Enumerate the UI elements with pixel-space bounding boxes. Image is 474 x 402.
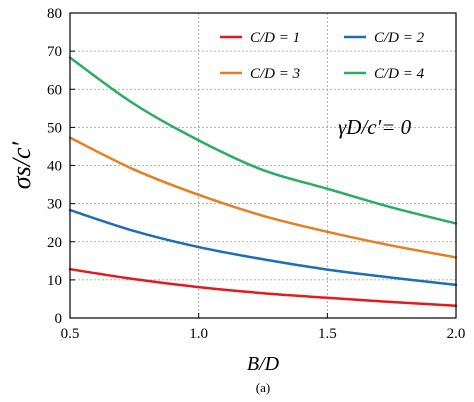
series-line-4 [68,56,458,225]
series-lines [68,56,458,308]
x-tick-label: 0.5 [61,326,80,342]
y-tick-label: 10 [47,273,62,289]
y-tick-label: 70 [47,44,62,60]
legend-label-3: C/D = 3 [250,66,300,82]
annotation-text: γD/c′= 0 [338,115,412,139]
x-axis-title: B/D [247,353,280,375]
x-tick-label: 2.0 [447,326,466,342]
legend-label-1: C/D = 1 [250,30,300,46]
series-line-2 [68,208,458,287]
figure-caption: (a) [256,380,270,395]
y-tick-label: 40 [47,159,62,175]
y-tick-label: 30 [47,197,62,213]
x-tick-label: 1.0 [189,326,208,342]
series-line-3 [68,136,458,259]
y-tick-label: 60 [47,82,62,98]
y-tick-label: 0 [55,311,63,327]
y-tick-label: 50 [47,120,62,136]
x-tick-label: 1.5 [318,326,337,342]
series-line-1 [68,267,458,308]
legend-label-4: C/D = 4 [374,66,425,82]
legend: C/D = 1 C/D = 2 C/D = 3 C/D = 4 [220,30,425,82]
axis-ticks: 0.5 1.0 1.5 2.0 0 10 20 30 40 50 60 70 80 [47,6,465,342]
y-tick-label: 20 [47,235,62,251]
grid [70,13,456,318]
y-axis-title: σs/c′ [7,141,36,189]
y-tick-label: 80 [47,6,62,22]
legend-label-2: C/D = 2 [374,30,425,46]
